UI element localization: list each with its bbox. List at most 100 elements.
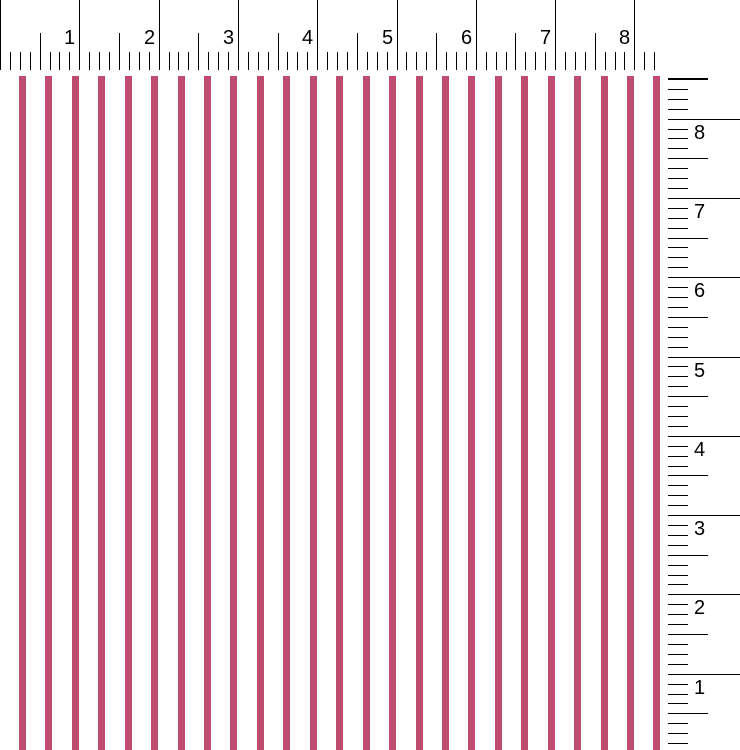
minor-tick [668, 545, 688, 546]
minor-tick [565, 52, 566, 70]
minor-tick [605, 52, 606, 70]
half-inch-tick [668, 396, 708, 397]
minor-tick [668, 287, 688, 288]
minor-tick [327, 52, 328, 70]
minor-tick [668, 525, 688, 526]
minor-tick [10, 52, 11, 70]
inch-tick [668, 594, 740, 595]
minor-tick [668, 684, 688, 685]
side-ruler-label: 2 [694, 597, 706, 619]
stripe [125, 76, 132, 750]
minor-tick [668, 485, 688, 486]
minor-tick [178, 52, 179, 70]
minor-tick [668, 138, 688, 139]
stripe [389, 76, 396, 750]
inch-tick [0, 0, 1, 70]
minor-tick [89, 52, 90, 70]
stripe [468, 76, 475, 750]
minor-tick [169, 52, 170, 70]
inch-tick [79, 0, 80, 70]
stripe [627, 76, 634, 750]
minor-tick [139, 52, 140, 70]
inch-tick [668, 277, 740, 278]
minor-tick [20, 52, 21, 70]
minor-tick [307, 52, 308, 70]
side-ruler-label: 4 [694, 439, 706, 461]
half-inch-tick [668, 317, 708, 318]
minor-tick [668, 743, 688, 744]
inch-tick [668, 515, 740, 516]
minor-tick [668, 584, 688, 585]
top-ruler-label: 1 [64, 27, 76, 49]
minor-tick [668, 257, 688, 258]
minor-tick [668, 366, 688, 367]
side-ruler-label: 6 [694, 280, 706, 302]
minor-tick [575, 52, 576, 70]
minor-tick [248, 52, 249, 70]
minor-tick [668, 614, 688, 615]
half-inch-tick [668, 634, 708, 635]
minor-tick [668, 535, 688, 536]
stripe [230, 76, 237, 750]
minor-tick [287, 52, 288, 70]
minor-tick [109, 52, 110, 70]
minor-tick [624, 52, 625, 70]
minor-tick [466, 52, 467, 70]
minor-tick [668, 456, 688, 457]
minor-tick [668, 654, 688, 655]
minor-tick [668, 218, 688, 219]
minor-tick [99, 52, 100, 70]
half-inch-tick [668, 238, 708, 239]
minor-tick [668, 495, 688, 496]
minor-tick [377, 52, 378, 70]
minor-tick [668, 347, 688, 348]
minor-tick [406, 52, 407, 70]
half-inch-tick [198, 33, 199, 70]
half-inch-tick [515, 33, 516, 70]
stripe [521, 76, 528, 750]
minor-tick [585, 52, 586, 70]
minor-tick [668, 733, 688, 734]
inch-tick [159, 0, 160, 70]
minor-tick [59, 52, 60, 70]
minor-tick [668, 624, 688, 625]
stripe [283, 76, 290, 750]
inch-tick [555, 0, 556, 70]
minor-tick [668, 446, 688, 447]
stripe [442, 76, 449, 750]
stripe [495, 76, 502, 750]
stripe [151, 76, 158, 750]
half-inch-tick [357, 33, 358, 70]
stripe [45, 76, 52, 750]
stripe [416, 76, 423, 750]
stripe [574, 76, 581, 750]
minor-tick [668, 247, 688, 248]
minor-tick [668, 466, 688, 467]
fabric-swatch [0, 76, 662, 750]
stripe [204, 76, 211, 750]
minor-tick [668, 148, 688, 149]
minor-tick [387, 52, 388, 70]
ruler-end-tick [668, 78, 708, 79]
minor-tick [535, 52, 536, 70]
stripe [98, 76, 105, 750]
half-inch-tick [668, 79, 708, 80]
minor-tick [446, 52, 447, 70]
minor-tick [668, 376, 688, 377]
minor-tick [668, 664, 688, 665]
inch-tick [238, 0, 239, 70]
minor-tick [208, 52, 209, 70]
stripe [310, 76, 317, 750]
inch-tick [397, 0, 398, 70]
minor-tick [668, 565, 688, 566]
minor-tick [149, 52, 150, 70]
minor-tick [668, 575, 688, 576]
minor-tick [545, 52, 546, 70]
minor-tick [615, 52, 616, 70]
minor-tick [668, 505, 688, 506]
half-inch-tick [668, 475, 708, 476]
minor-tick [668, 604, 688, 605]
side-ruler-label: 1 [694, 677, 706, 699]
minor-tick [69, 52, 70, 70]
